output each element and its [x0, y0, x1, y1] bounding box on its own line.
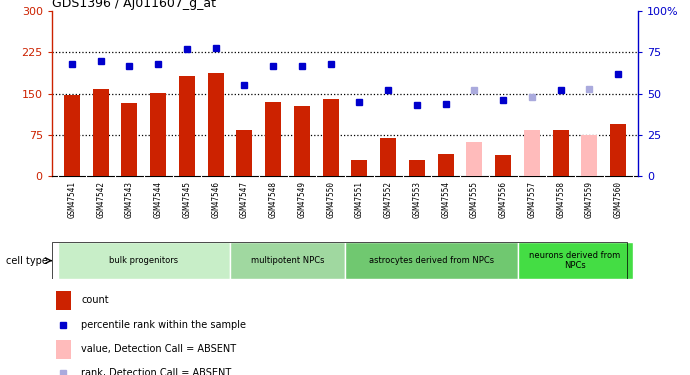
Text: neurons derived from
NPCs: neurons derived from NPCs — [529, 251, 620, 270]
Bar — [57, 291, 71, 310]
Bar — [553, 129, 569, 176]
Text: GSM47547: GSM47547 — [240, 182, 249, 219]
Text: GSM47560: GSM47560 — [613, 182, 622, 219]
Text: percentile rank within the sample: percentile rank within the sample — [81, 320, 246, 330]
Text: GSM47551: GSM47551 — [355, 182, 364, 219]
Text: cell type: cell type — [6, 256, 48, 266]
Bar — [323, 99, 339, 176]
Bar — [582, 135, 598, 176]
Text: count: count — [81, 296, 109, 305]
Bar — [524, 129, 540, 176]
Text: multipotent NPCs: multipotent NPCs — [250, 256, 324, 265]
Bar — [610, 124, 626, 176]
Text: GSM47553: GSM47553 — [413, 182, 422, 219]
Text: value, Detection Call = ABSENT: value, Detection Call = ABSENT — [81, 344, 236, 354]
Bar — [57, 340, 71, 359]
Text: astrocytes derived from NPCs: astrocytes derived from NPCs — [368, 256, 494, 265]
Text: GSM47543: GSM47543 — [125, 182, 134, 219]
Text: GDS1396 / AJ011607_g_at: GDS1396 / AJ011607_g_at — [52, 0, 216, 10]
Bar — [495, 155, 511, 176]
Text: GSM47555: GSM47555 — [470, 182, 479, 219]
Bar — [351, 160, 367, 176]
Bar — [518, 242, 633, 279]
Bar — [294, 106, 310, 176]
Text: bulk progenitors: bulk progenitors — [109, 256, 178, 265]
Text: GSM47546: GSM47546 — [211, 182, 220, 219]
Text: GSM47557: GSM47557 — [527, 182, 536, 219]
Bar — [121, 103, 137, 176]
Text: GSM47542: GSM47542 — [96, 182, 105, 219]
Bar — [230, 242, 345, 279]
Bar — [437, 154, 453, 176]
Text: GSM47554: GSM47554 — [441, 182, 450, 219]
Bar — [409, 160, 425, 176]
Text: GSM47544: GSM47544 — [154, 182, 163, 219]
Bar — [64, 95, 80, 176]
Text: GSM47552: GSM47552 — [384, 182, 393, 219]
Text: GSM47548: GSM47548 — [268, 182, 277, 219]
Bar — [92, 89, 108, 176]
Text: GSM47550: GSM47550 — [326, 182, 335, 219]
Text: rank, Detection Call = ABSENT: rank, Detection Call = ABSENT — [81, 368, 231, 375]
Bar — [208, 73, 224, 176]
Bar — [150, 93, 166, 176]
Bar — [237, 129, 253, 176]
Bar — [380, 138, 396, 176]
Bar — [265, 102, 281, 176]
Text: GSM47549: GSM47549 — [297, 182, 306, 219]
Bar — [179, 76, 195, 176]
Bar — [345, 242, 518, 279]
Text: GSM47541: GSM47541 — [68, 182, 77, 219]
Text: GSM47556: GSM47556 — [499, 182, 508, 219]
Text: GSM47558: GSM47558 — [556, 182, 565, 219]
Bar — [57, 242, 230, 279]
Text: GSM47559: GSM47559 — [585, 182, 594, 219]
Text: GSM47545: GSM47545 — [182, 182, 191, 219]
Bar — [466, 142, 482, 176]
